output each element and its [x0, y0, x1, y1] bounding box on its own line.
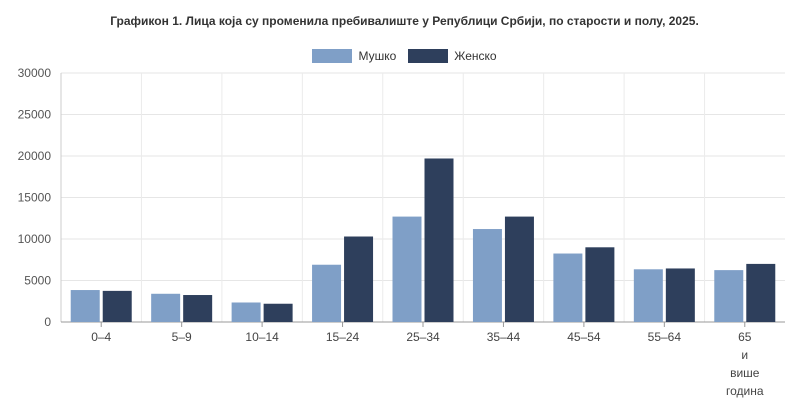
- bar-male: [553, 253, 583, 322]
- y-tick-label: 20000: [18, 149, 52, 163]
- x-tick-label: 35–44: [487, 330, 521, 344]
- y-tick-label: 15000: [18, 191, 52, 205]
- y-tick-label: 30000: [18, 66, 52, 80]
- bar-female: [585, 247, 615, 322]
- bar-female: [102, 290, 132, 322]
- bar-male: [312, 264, 342, 322]
- bar-male: [392, 216, 422, 322]
- chart-title: Графикон 1. Лица која су променила преби…: [110, 14, 699, 28]
- y-tick-label: 10000: [18, 232, 52, 246]
- bar-male: [151, 293, 181, 322]
- chart-legend: Мушко Женско: [0, 49, 809, 63]
- y-tick-label: 25000: [18, 108, 52, 122]
- y-tick-label: 0: [44, 315, 51, 329]
- bar-female: [746, 263, 776, 322]
- x-tick-label: 65 и више година: [726, 330, 764, 398]
- x-tick-label: 25–34: [406, 330, 440, 344]
- bar-male: [70, 290, 100, 322]
- x-tick-label: 15–24: [326, 330, 360, 344]
- bar-female: [504, 216, 534, 322]
- x-tick-label: 0–4: [91, 330, 111, 344]
- bar-female: [183, 295, 213, 322]
- x-tick-label: 10–14: [245, 330, 279, 344]
- y-tick-label: 5000: [24, 274, 51, 288]
- legend-label-male: Мушко: [358, 49, 397, 63]
- bar-male: [714, 270, 744, 322]
- bar-male: [472, 229, 502, 322]
- bar-female: [344, 236, 374, 322]
- x-tick-label: 5–9: [172, 330, 192, 344]
- legend-swatch-female: [408, 49, 449, 63]
- legend-item-male[interactable]: Мушко: [312, 49, 396, 63]
- bar-male: [231, 302, 261, 322]
- x-tick-label: 45–54: [567, 330, 601, 344]
- legend-swatch-male: [312, 49, 353, 63]
- bar-male: [633, 269, 663, 322]
- bar-female: [665, 268, 695, 322]
- bar-female: [424, 158, 454, 322]
- legend-label-female: Женско: [454, 49, 497, 63]
- legend-item-female[interactable]: Женско: [408, 49, 497, 63]
- x-tick-label: 55–64: [648, 330, 682, 344]
- bar-female: [263, 303, 293, 322]
